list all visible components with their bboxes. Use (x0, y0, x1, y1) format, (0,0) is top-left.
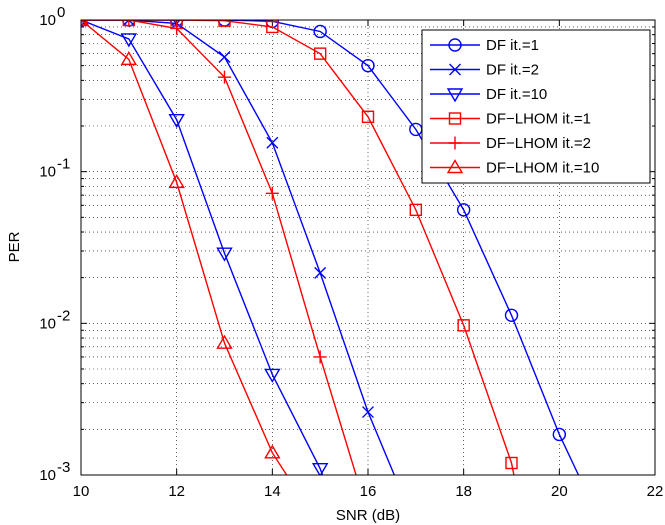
data-point (361, 110, 375, 124)
y-axis-label: PER (6, 231, 23, 262)
series-line (81, 20, 288, 475)
legend-label: DF−LHOM it.=10 (486, 160, 599, 177)
series-layer (81, 20, 580, 475)
data-point (170, 21, 184, 35)
data-point (266, 136, 279, 149)
legend-marker (448, 112, 462, 125)
series-6 (81, 20, 288, 475)
x-tick-label: 20 (551, 483, 568, 500)
plot-frame (80, 19, 656, 476)
x-tick-label: 14 (264, 483, 281, 500)
data-point (409, 203, 423, 217)
legend-label: DF it.=10 (486, 86, 547, 103)
x-tick-label: 10 (73, 483, 90, 500)
series-5 (81, 20, 357, 475)
y-tick-exponent: -3 (57, 459, 70, 476)
legend-item: DF−LHOM it.=2 (430, 135, 591, 152)
legend-label: DF it.=2 (486, 62, 539, 79)
series-3 (81, 20, 329, 475)
series-1 (81, 20, 580, 475)
data-point (361, 58, 375, 73)
legend: DF it.=1 DF it.=2 DF it.=10 DF−LHOM it.=1 DF… (421, 29, 651, 184)
data-point (218, 51, 231, 64)
y-tick-label: 10 (39, 164, 56, 181)
y-tick-label: 10 (39, 467, 56, 484)
legend-marker (446, 88, 464, 103)
data-point (218, 20, 231, 27)
data-point (168, 114, 185, 129)
data-point (122, 20, 135, 26)
data-point (264, 444, 281, 459)
data-point (314, 266, 327, 279)
data-point (313, 24, 327, 39)
data-point (311, 463, 329, 475)
data-point (505, 456, 518, 470)
data-point (216, 247, 233, 262)
series-line (81, 20, 324, 475)
data-point (264, 368, 281, 383)
y-tick-label: 10 (39, 12, 56, 29)
x-axis-label: SNR (dB) (336, 507, 400, 524)
data-point (313, 350, 327, 364)
data-point (456, 203, 471, 217)
y-tick-label: 10 (39, 315, 56, 332)
data-point (120, 50, 138, 66)
data-point (216, 334, 233, 349)
data-point (168, 173, 185, 189)
data-point (265, 186, 279, 200)
legend-item: DF−LHOM it.=10 (430, 159, 599, 177)
data-point (362, 406, 374, 419)
data-point (313, 47, 327, 60)
legend-item: DF it.=10 (430, 86, 547, 103)
legend-item: DF it.=1 (430, 37, 539, 54)
y-tick-exponent: 0 (57, 4, 65, 21)
legend-marker (446, 159, 464, 174)
x-tick-label: 12 (168, 483, 185, 500)
data-point (120, 33, 138, 48)
data-point (266, 20, 279, 34)
legend-box (421, 29, 651, 184)
legend-label: DF−LHOM it.=2 (486, 135, 591, 152)
legend-label: DF−LHOM it.=1 (486, 111, 591, 128)
x-tick-label: 18 (455, 483, 472, 500)
legend-marker (448, 38, 462, 52)
data-point (504, 308, 519, 322)
legend-item: DF it.=2 (430, 62, 539, 79)
y-tick-exponent: -2 (57, 307, 70, 324)
data-point (552, 427, 567, 442)
legend-label: DF it.=1 (486, 37, 539, 54)
series-line (81, 20, 515, 475)
legend-marker (448, 136, 462, 150)
x-tick-label: 22 (647, 483, 664, 500)
legend-marker (449, 63, 461, 76)
data-point (457, 319, 470, 332)
data-point (81, 20, 86, 29)
data-point (122, 20, 136, 27)
legend-item: DF−LHOM it.=1 (430, 111, 591, 128)
x-tick-label: 16 (360, 483, 377, 500)
series-line (81, 20, 580, 475)
data-point (218, 70, 231, 84)
y-tick-exponent: -1 (57, 156, 70, 173)
